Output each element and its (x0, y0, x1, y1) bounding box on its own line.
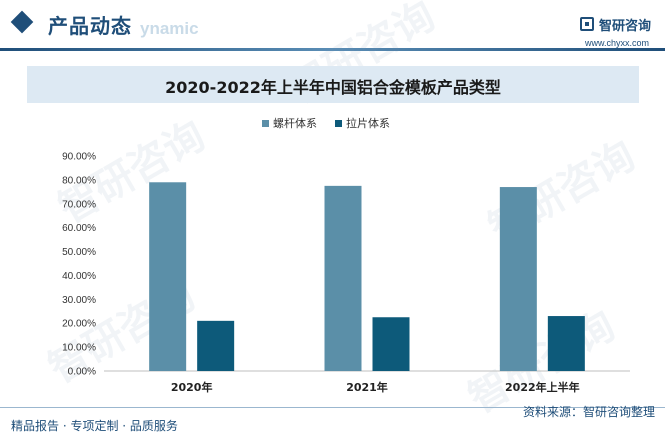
bar (149, 182, 187, 371)
legend-swatch (335, 120, 342, 127)
legend-swatch (262, 120, 269, 127)
y-tick-label: 40.00% (62, 271, 96, 282)
footer-source: 资料来源：智研咨询整理 (522, 405, 655, 419)
brand-logo-icon (579, 17, 594, 31)
y-tick-label: 60.00% (62, 223, 96, 234)
y-tick-label: 20.00% (62, 319, 96, 330)
legend-label: 螺杆体系 (273, 116, 317, 130)
brand: 智研咨询 (579, 14, 651, 34)
bar (547, 316, 585, 371)
x-tick-label: 2020年 (171, 380, 213, 394)
bar (372, 317, 410, 371)
section-title: 产品动态 (48, 14, 132, 38)
y-tick-label: 50.00% (62, 247, 96, 258)
footer-divider (0, 407, 665, 408)
header-divider (0, 48, 665, 51)
brand-name: 智研咨询 (598, 18, 651, 34)
section-ghost-text: ynamic (140, 19, 199, 38)
x-tick-label: 2022年上半年 (505, 380, 580, 394)
brand-url: www.chyxx.com (584, 38, 649, 48)
chart-title: 2020-2022年上半年中国铝合金模板产品类型 (165, 78, 501, 97)
bar (324, 185, 362, 371)
y-tick-label: 30.00% (62, 295, 96, 306)
y-tick-label: 80.00% (62, 175, 96, 186)
bar (197, 320, 235, 371)
header: 产品动态 ynamic 智研咨询 www.chyxx.com (0, 0, 665, 58)
bar (499, 187, 537, 371)
chart-title-band: 2020-2022年上半年中国铝合金模板产品类型 (27, 66, 639, 103)
y-tick-label: 10.00% (62, 343, 96, 354)
y-tick-label: 70.00% (62, 199, 96, 210)
x-tick-label: 2021年 (346, 380, 388, 394)
legend-label: 拉片体系 (346, 116, 390, 130)
footer-slogan: 精品报告 · 专项定制 · 品质服务 (11, 419, 178, 433)
y-tick-label: 90.00% (62, 152, 96, 163)
y-tick-label: 0.00% (68, 367, 96, 378)
